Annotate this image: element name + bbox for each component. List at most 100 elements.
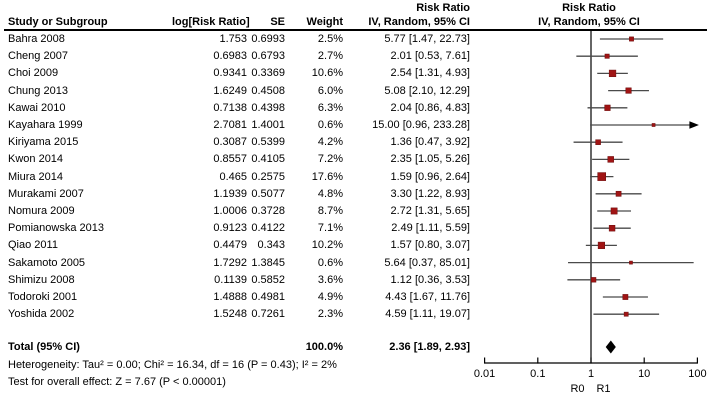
study-name: Qiao 2011: [8, 239, 58, 252]
study-name: Murakami 2007: [8, 187, 84, 200]
study-name: Cheng 2007: [8, 50, 68, 63]
weight-value: 2.7%: [317, 50, 343, 63]
ci-text-value: 3.30 [1.22, 8.93]: [390, 187, 470, 200]
weight-value: 4.8%: [317, 187, 343, 200]
column-header-se: SE: [270, 16, 285, 28]
ci-text-value: 2.54 [1.31, 4.93]: [390, 67, 470, 80]
study-name: Pomianowska 2013: [8, 222, 105, 235]
ci-text-value: 1.12 [0.36, 3.53]: [390, 273, 470, 286]
weight-value: 0.6%: [317, 256, 343, 269]
se-value: 0.4508: [251, 84, 285, 97]
se-value: 0.4398: [251, 101, 285, 114]
study-name: Chung 2013: [8, 84, 68, 97]
ci-text-value: 2.72 [1.31, 5.65]: [390, 205, 470, 217]
axis-left-label: R0: [570, 383, 584, 395]
axis-tick-label: 10: [638, 368, 650, 380]
log-risk-ratio-value: 1.7292: [213, 256, 247, 269]
effect-square: [623, 311, 629, 317]
axis-tick-label: 1: [588, 368, 594, 380]
log-risk-ratio-value: 1.4888: [213, 291, 247, 303]
se-value: 0.4105: [251, 153, 285, 166]
total-label: Total (95% CI): [8, 341, 80, 353]
log-risk-ratio-value: 0.3087: [213, 136, 247, 149]
log-risk-ratio-value: 1.5248: [213, 308, 247, 321]
weight-value: 2.3%: [317, 308, 343, 321]
column-header-weight: Weight: [306, 16, 343, 28]
table-row: Choi 2009 0.9341 0.3369 10.6% 2.54 [1.31, 4.…: [0, 65, 471, 82]
study-name: Bahra 2008: [8, 33, 65, 45]
log-risk-ratio-value: 0.8557: [213, 153, 247, 166]
se-value: 0.343: [257, 239, 285, 252]
weight-value: 10.6%: [311, 67, 343, 80]
log-risk-ratio-value: 0.9341: [213, 67, 247, 80]
se-value: 0.7261: [251, 308, 285, 321]
se-value: 0.5077: [251, 187, 285, 200]
log-risk-ratio-value: 1.6249: [213, 84, 247, 97]
table-row: Kayahara 1999 2.7081 1.4001 0.6% 15.00 [0.96…: [0, 117, 471, 134]
ci-text-value: 1.57 [0.80, 3.07]: [390, 239, 470, 252]
weight-value: 3.6%: [317, 273, 343, 286]
table-row: Murakami 2007 1.1939 0.5077 4.8% 3.30 [1.22,…: [0, 186, 471, 203]
weight-value: 7.2%: [317, 153, 343, 166]
column-header-study: Study or Subgroup: [8, 16, 108, 28]
study-name: Miura 2014: [8, 170, 64, 183]
ci-arrow-right: [689, 121, 699, 129]
weight-value: 10.2%: [311, 239, 343, 252]
study-name: Shimizu 2008: [8, 273, 75, 286]
effect-square: [595, 139, 601, 145]
ci-text-value: 4.59 [1.11, 19.07]: [385, 308, 470, 321]
table-row: Yoshida 2002 1.5248 0.7261 2.3% 4.59 [1.11, …: [0, 306, 471, 323]
table-row: Todoroki 2001 1.4888 0.4981 4.9% 4.43 [1.67,…: [0, 289, 471, 306]
table-row: Shimizu 2008 0.1139 0.5852 3.6% 1.12 [0.36, …: [0, 272, 471, 289]
table-row: Sakamoto 2005 1.7292 1.3845 0.6% 5.64 [0.37,…: [0, 255, 471, 272]
se-value: 0.5852: [251, 273, 285, 286]
effect-square: [597, 241, 605, 249]
log-risk-ratio-value: 0.4479: [213, 239, 247, 252]
ci-text-value: 5.77 [1.47, 22.73]: [384, 33, 470, 45]
study-name: Todoroki 2001: [8, 291, 78, 303]
weight-value: 7.1%: [317, 222, 343, 235]
study-name: Kwon 2014: [8, 153, 64, 166]
heterogeneity-note: Heterogeneity: Tau² = 0.00; Chi² = 16.34…: [8, 359, 337, 371]
se-value: 1.3845: [251, 256, 285, 269]
se-value: 0.5399: [251, 136, 285, 149]
log-risk-ratio-value: 1.753: [219, 33, 247, 45]
total-diamond: [605, 340, 616, 354]
axis-tick-label: 100: [688, 368, 706, 380]
table-row: Kawai 2010 0.7138 0.4398 6.3% 2.04 [0.86, 4.…: [0, 100, 471, 117]
total-ci-text: 2.36 [1.89, 2.93]: [389, 341, 470, 353]
table-row: Qiao 2011 0.4479 0.343 10.2% 1.57 [0.80, 3.0…: [0, 237, 471, 254]
ci-text-value: 4.43 [1.67, 11.76]: [385, 291, 470, 303]
log-risk-ratio-value: 1.0006: [213, 205, 247, 217]
study-name: Kiriyama 2015: [8, 136, 79, 149]
weight-value: 6.0%: [317, 84, 343, 97]
table-row: Pomianowska 2013 0.9123 0.4122 7.1% 2.49 [1.…: [0, 220, 471, 237]
axis-tick-label: 0.1: [530, 368, 545, 380]
table-row: Kiriyama 2015 0.3087 0.5399 4.2% 1.36 [0.47,…: [0, 134, 471, 151]
ci-text-value: 2.49 [1.11, 5.59]: [391, 222, 470, 235]
se-value: 0.3728: [251, 205, 285, 217]
log-risk-ratio-value: 0.6983: [213, 50, 247, 63]
ci-text-value: 1.36 [0.47, 3.92]: [390, 136, 470, 149]
ci-text-value: 5.64 [0.37, 85.01]: [384, 256, 470, 269]
effect-square: [625, 87, 632, 94]
effect-square: [629, 36, 634, 42]
table-row: Kwon 2014 0.8557 0.4105 7.2% 2.35 [1.05, 5.2…: [0, 151, 471, 168]
total-row: Total (95% CI) 100.0% 2.36 [1.89, 2.93]: [0, 339, 471, 356]
column-header-risk-ratio-plot: Risk Ratio: [562, 2, 616, 14]
effect-square: [610, 207, 618, 215]
column-header-iv-random-ci-plot: IV, Random, 95% CI: [538, 16, 640, 28]
effect-square: [590, 277, 597, 283]
effect-square: [607, 156, 614, 163]
study-name: Kayahara 1999: [8, 119, 83, 131]
se-value: 0.4981: [251, 291, 285, 303]
effect-square: [604, 104, 611, 111]
effect-square: [651, 123, 656, 127]
se-value: 1.4001: [251, 119, 285, 131]
se-value: 0.3369: [251, 67, 285, 80]
log-risk-ratio-value: 0.7138: [213, 101, 247, 114]
effect-square: [604, 53, 610, 59]
log-risk-ratio-value: 0.465: [219, 170, 247, 183]
weight-value: 17.6%: [311, 170, 343, 183]
effect-square: [608, 225, 616, 232]
